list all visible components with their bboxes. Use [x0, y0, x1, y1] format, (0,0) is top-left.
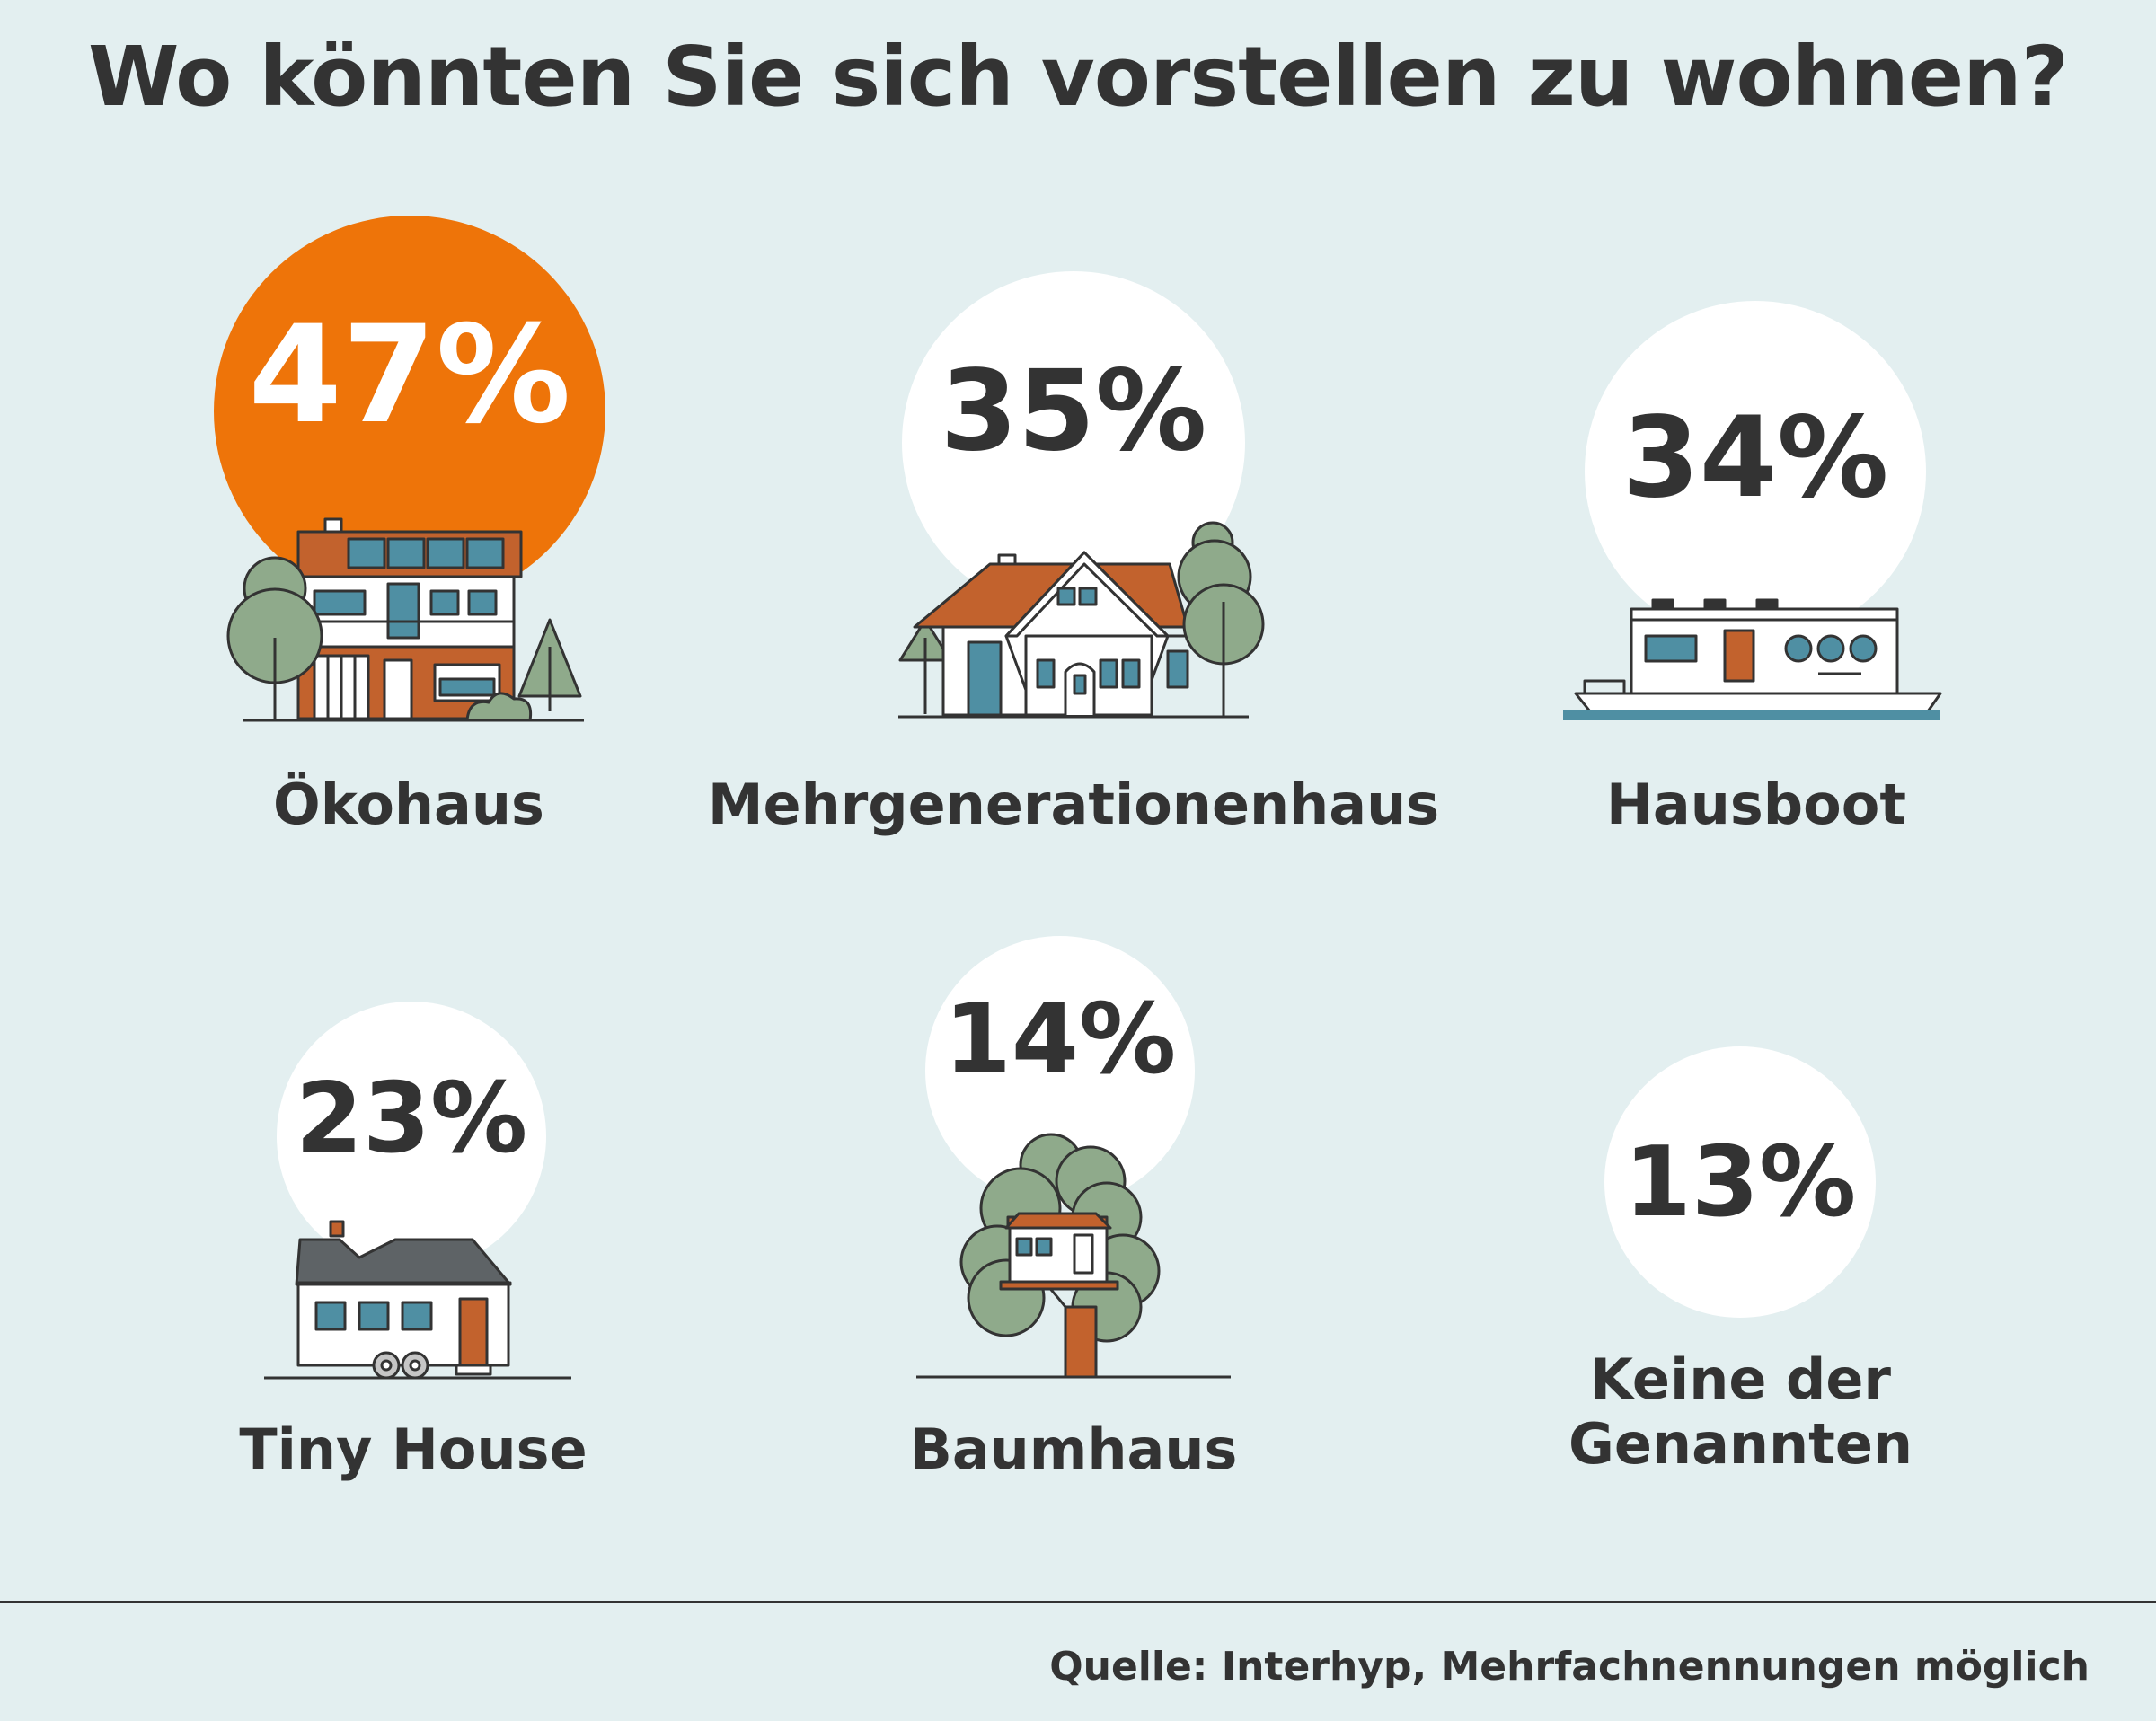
source-note: Quelle: Interhyp, Mehrfachnennungen mögl… — [1049, 1644, 2090, 1690]
category-label: Ökohaus — [273, 772, 544, 837]
multigenerational-house-icon — [898, 521, 1265, 719]
value-label: 47% — [248, 297, 571, 454]
value-label: 34% — [1621, 393, 1889, 523]
value-label: 13% — [1623, 1125, 1857, 1239]
category-label: Hausboot — [1606, 772, 1906, 837]
category-label: Tiny House — [239, 1417, 588, 1482]
category-label: Baumhaus — [909, 1417, 1238, 1482]
value-bubble-keine-der-genannten: 13% — [1604, 1046, 1876, 1318]
value-label: 35% — [940, 347, 1207, 476]
category-label: Keine der Genannten — [1568, 1346, 1913, 1477]
tiny-house-icon — [264, 1220, 571, 1380]
chart-title: Wo könnten Sie sich vorstellen zu wohnen… — [87, 29, 2069, 125]
value-label: 23% — [295, 1062, 528, 1175]
value-bubble-tiny-house: 23% — [277, 1002, 546, 1271]
category-label: Mehrgenerationenhaus — [707, 772, 1440, 837]
value-label: 14% — [943, 983, 1177, 1096]
value-bubble-hausboot: 34% — [1585, 301, 1926, 642]
divider — [0, 1601, 2156, 1603]
eco-house-icon — [226, 517, 584, 722]
treehouse-icon — [916, 1133, 1231, 1379]
houseboat-icon — [1563, 598, 1942, 720]
